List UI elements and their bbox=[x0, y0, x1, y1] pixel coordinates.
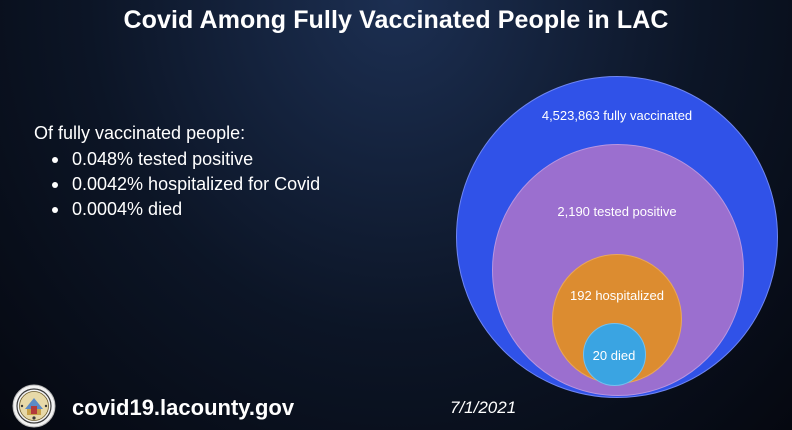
stat-text: 0.0004% died bbox=[72, 199, 183, 219]
stats-items: 0.048% tested positive 0.0042% hospitali… bbox=[34, 147, 320, 222]
la-county-seal-icon bbox=[12, 384, 56, 428]
website-link[interactable]: covid19.lacounty.gov bbox=[72, 395, 295, 420]
bullet-dot-icon bbox=[52, 207, 58, 213]
bullet-dot-icon bbox=[52, 182, 58, 188]
circle-died bbox=[583, 323, 646, 386]
label-tested-positive: 2,190 tested positive bbox=[557, 204, 677, 219]
label-died: 20 died bbox=[592, 348, 636, 363]
slide-title: Covid Among Fully Vaccinated People in L… bbox=[123, 6, 669, 34]
stat-item-tested-positive: 0.048% tested positive bbox=[34, 147, 320, 172]
bullet-dot-icon bbox=[52, 157, 58, 163]
stat-text: 0.048% tested positive bbox=[72, 149, 254, 169]
label-fully-vaccinated: 4,523,863 fully vaccinated bbox=[541, 108, 693, 123]
stat-item-hospitalized: 0.0042% hospitalized for Covid bbox=[34, 172, 320, 197]
stat-text: 0.0042% hospitalized for Covid bbox=[72, 174, 321, 194]
slide-date: 7/1/2021 bbox=[450, 398, 517, 417]
stats-list: Of fully vaccinated people: 0.048% teste… bbox=[34, 121, 320, 222]
stat-item-died: 0.0004% died bbox=[34, 197, 320, 222]
stats-intro: Of fully vaccinated people: bbox=[34, 123, 246, 143]
label-hospitalized: 192 hospitalized bbox=[570, 288, 664, 303]
